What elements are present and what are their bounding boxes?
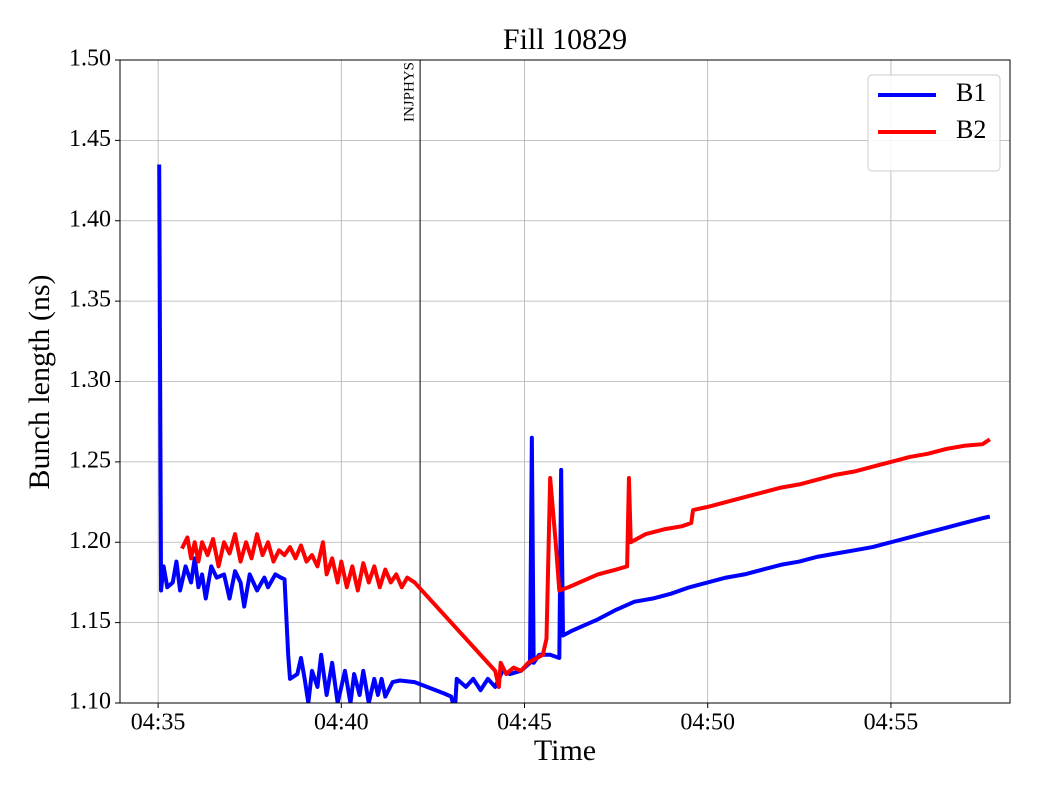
y-axis-label: Bunch length (ns) (23, 275, 56, 490)
y-tick-label: 1.50 (69, 46, 111, 72)
legend-label: B2 (956, 115, 986, 144)
legend-box (867, 74, 1001, 172)
y-tick-label: 1.10 (69, 689, 111, 715)
x-tick-label: 04:40 (314, 710, 369, 736)
legend-label: B1 (956, 78, 986, 107)
x-tick-label: 04:50 (680, 710, 735, 736)
x-tick-label: 04:45 (497, 710, 552, 736)
y-tick-label: 1.30 (69, 367, 111, 393)
y-tick-label: 1.35 (69, 287, 111, 313)
y-tick-label: 1.25 (69, 447, 111, 473)
series-line (157, 164, 991, 703)
plot-area (157, 60, 991, 703)
chart-title: Fill 10829 (503, 23, 627, 56)
y-tick-label: 1.40 (69, 206, 111, 232)
x-tick-label: 04:55 (864, 710, 919, 736)
axes-frame (119, 59, 1011, 704)
y-tick-label: 1.15 (69, 608, 111, 634)
x-tick-label: 04:35 (131, 710, 186, 736)
x-axis-label: Time (534, 734, 596, 767)
event-label: INJPHYS (402, 62, 418, 122)
y-tick-label: 1.20 (69, 528, 111, 554)
y-tick-label: 1.45 (69, 126, 111, 152)
series-line (180, 437, 991, 689)
